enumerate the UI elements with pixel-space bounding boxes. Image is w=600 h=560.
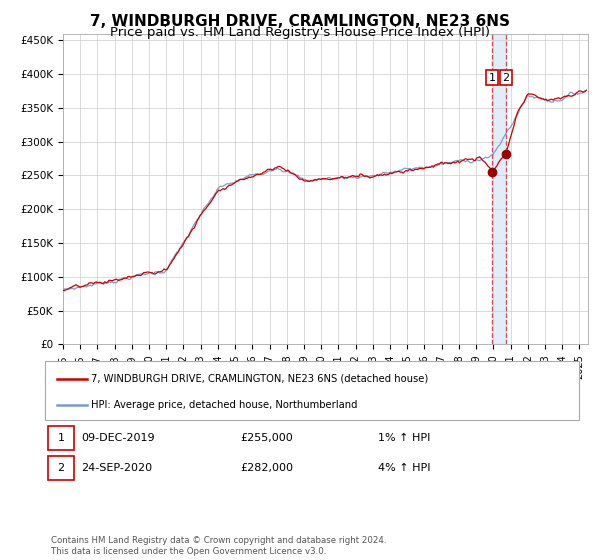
Text: 1% ↑ HPI: 1% ↑ HPI: [378, 433, 430, 443]
Text: 24-SEP-2020: 24-SEP-2020: [81, 463, 152, 473]
Text: 1: 1: [488, 72, 496, 82]
Text: HPI: Average price, detached house, Northumberland: HPI: Average price, detached house, Nort…: [91, 400, 358, 410]
Text: Contains HM Land Registry data © Crown copyright and database right 2024.
This d: Contains HM Land Registry data © Crown c…: [51, 536, 386, 556]
Text: 7, WINDBURGH DRIVE, CRAMLINGTON, NE23 6NS (detached house): 7, WINDBURGH DRIVE, CRAMLINGTON, NE23 6N…: [91, 374, 428, 384]
Text: £255,000: £255,000: [240, 433, 293, 443]
Text: Price paid vs. HM Land Registry's House Price Index (HPI): Price paid vs. HM Land Registry's House …: [110, 26, 490, 39]
Text: 2: 2: [502, 72, 509, 82]
Text: 1: 1: [58, 433, 64, 443]
Text: 7, WINDBURGH DRIVE, CRAMLINGTON, NE23 6NS: 7, WINDBURGH DRIVE, CRAMLINGTON, NE23 6N…: [90, 14, 510, 29]
Text: 2: 2: [58, 463, 64, 473]
Text: 4% ↑ HPI: 4% ↑ HPI: [378, 463, 431, 473]
Text: 09-DEC-2019: 09-DEC-2019: [81, 433, 155, 443]
Text: £282,000: £282,000: [240, 463, 293, 473]
